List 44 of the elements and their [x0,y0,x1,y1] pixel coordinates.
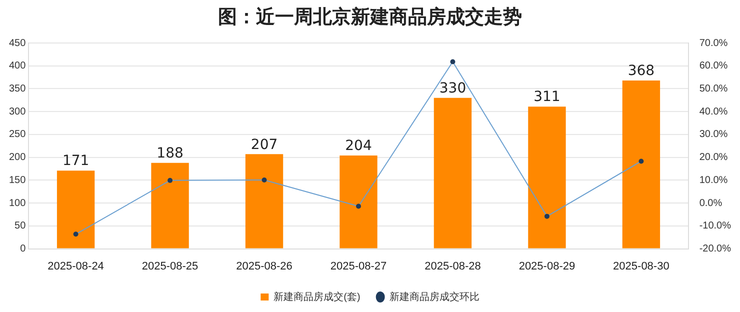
bar [151,162,189,248]
y-tick-label: 100 [8,198,26,209]
y-tick-label: 450 [8,38,26,49]
y2-tick-label: -10.0% [699,220,732,232]
y2-tick-label: 30.0% [699,129,728,140]
data-label: 171 [62,153,90,170]
legend-label: 新建商品房成交环比 [389,290,480,303]
y-tick-label: 400 [8,60,26,72]
data-label: 204 [345,138,372,154]
y-tick-label: 300 [8,106,26,118]
data-label: 207 [250,136,278,153]
y-tick-label: 200 [8,152,26,164]
chart-title: 图：近一周北京新建商品房成交走势 [217,5,523,30]
y-tick-label: 350 [8,83,26,94]
x-tick-label: 2025-08-27 [330,260,387,272]
y2-tick-label: 50.0% [699,83,728,94]
x-tick-label: 2025-08-29 [518,260,576,272]
bar [56,170,95,248]
bar [434,98,472,248]
x-tick-label: 2025-08-25 [142,260,198,272]
bar [245,154,284,248]
y-tick-label: 150 [8,174,26,186]
y-tick-label: 50 [14,220,26,232]
y-tick-label: 250 [8,129,26,140]
x-tick-label: 2025-08-28 [424,260,481,272]
y2-tick-label: 60.0% [699,60,728,72]
y2-tick-label: 40.0% [699,106,728,118]
data-label: 330 [439,80,466,97]
y2-tick-label: -20.0% [699,244,732,255]
x-tick-label: 2025-08-24 [48,260,104,272]
data-label: 311 [534,89,560,106]
bar [528,106,566,248]
y2-tick-label: 0.0% [699,198,722,209]
y2-tick-label: 10.0% [699,174,728,186]
y2-tick-label: 20.0% [699,152,728,164]
x-tick-label: 2025-08-26 [236,260,292,272]
data-label: 188 [156,145,184,162]
x-tick-label: 2025-08-30 [613,260,670,272]
y2-tick-label: 70.0% [699,38,728,49]
bar [622,80,660,248]
bar [340,156,378,248]
data-label: 368 [628,63,655,80]
y-tick-label: 0 [20,244,26,255]
legend-label: 新建商品房成交(套) [274,290,360,303]
